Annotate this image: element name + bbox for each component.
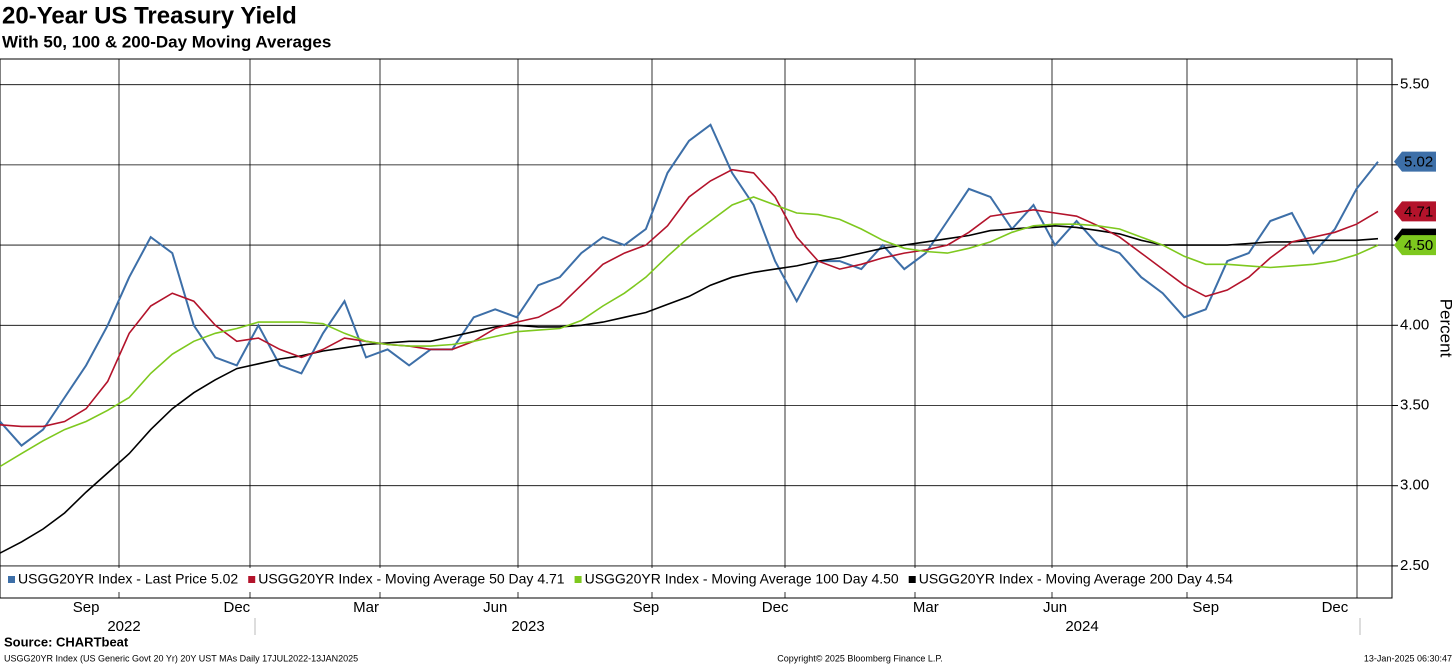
series-line xyxy=(0,224,1379,554)
year-label: 2023 xyxy=(511,618,544,635)
chart-subtitle: With 50, 100 & 200-Day Moving Averages xyxy=(2,32,331,51)
x-tick-label: Mar xyxy=(913,599,939,616)
value-tag xyxy=(1394,235,1436,256)
legend-swatch xyxy=(8,576,15,583)
footer-right: 13-Jan-2025 06:30:47 xyxy=(1364,653,1452,663)
y-tick-label: 3.50 xyxy=(1400,396,1429,413)
year-label: 2022 xyxy=(107,618,140,635)
series-line xyxy=(0,168,1379,428)
legend-label: USGG20YR Index - Moving Average 200 Day … xyxy=(919,571,1233,587)
value-tag xyxy=(1394,201,1436,222)
y-tick-label: 2.50 xyxy=(1400,557,1429,574)
x-tick-label: Sep xyxy=(633,599,660,616)
x-tick-label: Sep xyxy=(73,599,100,616)
x-tick-label: Dec xyxy=(224,599,251,616)
value-tag-label: 4.50 xyxy=(1404,237,1433,254)
x-tick-label: Sep xyxy=(1192,599,1219,616)
x-tick-label: Dec xyxy=(1322,599,1349,616)
y-tick-label: 3.00 xyxy=(1400,477,1429,494)
footer-center: Copyright© 2025 Bloomberg Finance L.P. xyxy=(777,653,943,663)
x-tick-label: Jun xyxy=(1043,599,1067,616)
legend-label: USGG20YR Index - Moving Average 100 Day … xyxy=(585,571,899,587)
source: Source: CHARTbeat xyxy=(4,634,129,649)
x-tick-label: Mar xyxy=(353,599,379,616)
chart-title: 20-Year US Treasury Yield xyxy=(2,2,297,29)
series-line xyxy=(0,123,1379,447)
value-tag xyxy=(1394,151,1436,172)
legend-swatch xyxy=(248,576,256,583)
legend-box xyxy=(1,568,1279,592)
value-tag-label: 5.02 xyxy=(1404,154,1433,171)
series-line xyxy=(0,196,1379,468)
value-tag-label: 4.71 xyxy=(1404,203,1433,220)
legend: USGG20YR Index - Last Price 5.02 USGG20YR… xyxy=(1,568,1279,592)
legend-label: USGG20YR Index - Moving Average 50 Day 4… xyxy=(258,571,565,587)
x-tick-label: Dec xyxy=(762,599,789,616)
y-tick-label: 4.00 xyxy=(1400,316,1429,333)
x-tick-label: Jun xyxy=(483,599,507,616)
legend-label: USGG20YR Index - Last Price 5.02 xyxy=(18,571,238,587)
footer-left: USGG20YR Index (US Generic Govt 20 Yr) 2… xyxy=(4,653,358,663)
y-axis-label: Percent xyxy=(1437,299,1456,358)
y-tick-label: 5.50 xyxy=(1400,76,1429,93)
legend-swatch xyxy=(574,576,582,583)
year-label: 2024 xyxy=(1065,618,1098,635)
plot-frame xyxy=(0,58,1393,599)
legend-swatch xyxy=(908,576,916,583)
